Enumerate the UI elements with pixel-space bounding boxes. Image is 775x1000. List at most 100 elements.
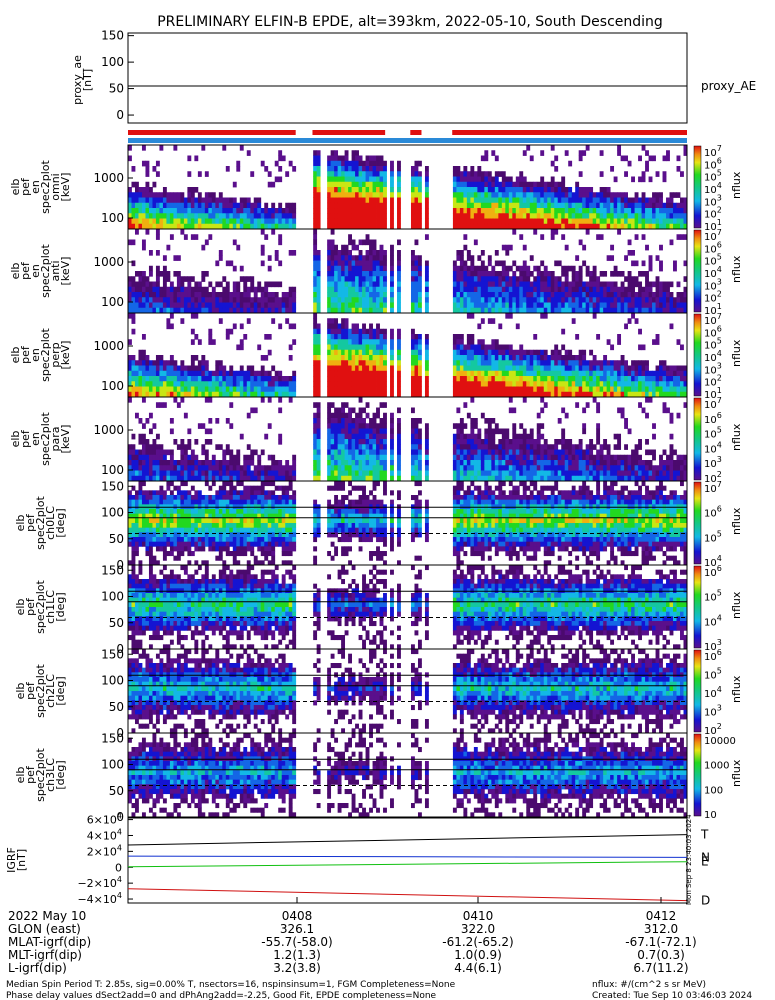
- spectrogram-cell: [459, 449, 464, 456]
- spectrogram-cell: [362, 355, 366, 361]
- spectrogram-cell: [533, 449, 538, 456]
- spectrogram-cell: [330, 197, 335, 204]
- spectrogram-cell: [334, 418, 339, 424]
- spectrogram-cell: [526, 391, 531, 398]
- spectrogram-cell: [599, 297, 604, 303]
- spectrogram-cell: [344, 307, 349, 314]
- spectrogram-cell: [571, 192, 576, 198]
- spectrogram-cell: [173, 460, 178, 466]
- spectrogram-cell: [627, 370, 632, 377]
- spectrogram-cell: [281, 465, 286, 471]
- spectrogram-cell: [683, 234, 688, 240]
- spectrogram-cell: [376, 265, 380, 272]
- spectrogram-cell: [159, 213, 164, 219]
- spectrogram-cell: [459, 197, 464, 204]
- spectrogram-cell: [603, 302, 608, 309]
- spectrogram-cell: [355, 202, 359, 209]
- spectrogram-cell: [253, 213, 258, 219]
- spectrogram-cell: [669, 307, 674, 314]
- spectrogram-cell: [655, 386, 660, 393]
- spectrogram-cell: [617, 208, 622, 214]
- spectrogram-cell: [155, 454, 160, 461]
- spectrogram-cell: [494, 271, 499, 277]
- spectrogram-cell: [557, 349, 562, 356]
- spectrogram-cell: [606, 286, 611, 293]
- spectrogram-cell: [372, 276, 377, 282]
- spectrogram-cell: [173, 465, 178, 471]
- spectrogram-cell: [358, 202, 363, 209]
- spectrogram-cell: [673, 370, 677, 377]
- spectrogram-cell: [582, 202, 587, 209]
- spectrogram-cell: [169, 223, 174, 230]
- spectrogram-cell: [536, 349, 541, 356]
- spectrogram-cell: [669, 365, 674, 372]
- spectrogram-cell: [470, 297, 475, 303]
- spectrogram-cell: [383, 386, 387, 393]
- spectrogram-cell: [540, 234, 545, 240]
- spectrogram-cell: [243, 381, 248, 387]
- spectrogram-cell: [190, 449, 195, 456]
- spectrogram-cell: [484, 265, 489, 272]
- spectrogram-cell: [512, 391, 517, 398]
- spectrogram-cell: [250, 171, 255, 177]
- spectrogram-cell: [536, 271, 541, 277]
- spectrogram-cell: [232, 218, 237, 225]
- spectrogram-cell: [501, 276, 506, 282]
- spectrogram-cell: [138, 292, 143, 298]
- spectrogram-cell: [540, 376, 545, 382]
- spectrogram-cell: [606, 365, 611, 372]
- spectrogram-cell: [491, 202, 496, 209]
- spectrogram-cell: [627, 297, 632, 303]
- spectrogram-cell: [596, 223, 601, 230]
- spectrogram-cell: [348, 439, 352, 445]
- spectrogram-cell: [655, 376, 660, 382]
- spectrogram-cell: [152, 449, 157, 456]
- spectrogram-cell: [351, 334, 356, 340]
- spectrogram-cell: [267, 376, 272, 382]
- spectrogram-cell: [494, 250, 499, 256]
- spectrogram-cell: [145, 223, 150, 230]
- spectrogram-cell: [624, 302, 628, 309]
- spectrogram-cell: [578, 365, 583, 372]
- spectrogram-cell: [278, 407, 283, 414]
- spectrogram-cell: [369, 349, 373, 356]
- spectrogram-cell: [466, 281, 471, 288]
- spectrogram-cell: [575, 197, 580, 204]
- spectrogram-cell: [358, 171, 363, 177]
- spectrogram-cell: [369, 360, 373, 366]
- spectrogram-cell: [358, 181, 363, 188]
- spectrogram-cell: [138, 465, 143, 471]
- spectrogram-cell: [561, 281, 566, 288]
- spectrogram-cell: [278, 460, 283, 466]
- spectrogram-cell: [550, 454, 555, 461]
- spectrogram-cell: [627, 318, 632, 324]
- spectrogram-cell: [334, 439, 339, 445]
- spectrogram-cell: [348, 160, 352, 167]
- spectrogram-cell: [578, 297, 583, 303]
- spectrogram-cell: [236, 376, 241, 382]
- spectrogram-cell: [638, 297, 642, 303]
- spectrogram-cell: [148, 187, 153, 193]
- spectrogram-cell: [631, 292, 635, 298]
- spectrogram-cell: [344, 349, 349, 356]
- spectrogram-cell: [526, 271, 531, 277]
- spectrogram-cell: [372, 444, 377, 450]
- spectrogram-cell: [313, 449, 318, 456]
- spectrogram-cell: [229, 365, 234, 372]
- spectrogram-cell: [236, 302, 241, 309]
- spectrogram-cell: [225, 260, 230, 267]
- spectrogram-cell: [365, 255, 370, 261]
- spectrogram-cell: [372, 202, 377, 209]
- spectrogram-cell: [225, 386, 230, 393]
- spectrogram-cell: [575, 271, 580, 277]
- spectrogram-cell: [253, 449, 258, 456]
- spectrogram-cell: [376, 370, 380, 377]
- spectrogram-cell: [348, 334, 352, 340]
- spectrogram-cell: [578, 218, 583, 225]
- spectrogram-cell: [540, 187, 545, 193]
- spectrogram-cell: [526, 276, 531, 282]
- spectrogram-cell: [390, 281, 394, 288]
- spectrogram-cell: [292, 323, 297, 330]
- spectrogram-cell: [536, 470, 541, 477]
